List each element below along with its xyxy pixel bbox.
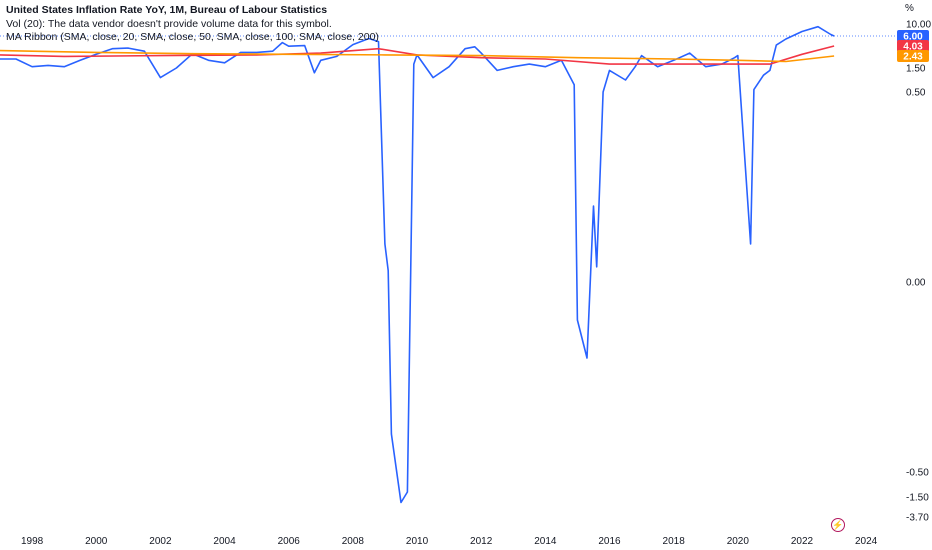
chart-title: United States Inflation Rate YoY, 1M, Bu…	[6, 4, 328, 16]
x-tick-label: 2018	[663, 536, 686, 547]
x-tick-label: 2008	[342, 536, 365, 547]
x-tick-label: 2022	[791, 536, 814, 547]
series-line-1	[0, 45, 835, 65]
y-tick-label: 10.00	[906, 20, 931, 31]
y-axis-unit: %	[905, 3, 914, 14]
price-badge-label: 4.03	[903, 42, 923, 53]
series-line-0	[0, 25, 835, 504]
x-tick-label: 2016	[598, 536, 621, 547]
y-tick-label: -3.70	[906, 513, 929, 524]
x-tick-label: 2000	[85, 536, 108, 547]
price-badge	[897, 30, 929, 42]
price-badge	[897, 40, 929, 52]
volume-legend: Vol (20): The data vendor doesn't provid…	[6, 17, 332, 30]
tradingview-logo-icon[interactable]: ⚡	[831, 518, 845, 532]
y-axis: 10.00 1.50 0.50 0.00 -0.50 -1.50 -3.70	[906, 20, 931, 524]
price-badge-label: 2.43	[903, 52, 923, 63]
price-badge	[897, 50, 929, 62]
series-layer	[0, 25, 835, 504]
x-axis: 1998 2000 2002 2004 2006 2008 2010 2012 2014 2016…	[21, 536, 878, 547]
x-tick-label: 2010	[406, 536, 429, 547]
x-tick-label: 2024	[855, 536, 878, 547]
x-tick-label: 2006	[278, 536, 301, 547]
y-tick-label: -0.50	[906, 468, 929, 479]
x-tick-label: 2014	[534, 536, 557, 547]
y-tick-label: 0.00	[906, 278, 926, 289]
y-tick-label: 0.50	[906, 88, 926, 99]
price-badge-label: 6.00	[903, 32, 923, 43]
series-line-2	[0, 49, 835, 63]
x-tick-label: 2020	[727, 536, 750, 547]
price-badges: 6.004.032.43	[897, 30, 929, 63]
x-tick-label: 2012	[470, 536, 493, 547]
x-tick-label: 2004	[213, 536, 236, 547]
chart-legend: United States Inflation Rate YoY, 1M, Bu…	[6, 4, 379, 45]
y-tick-label: -1.50	[906, 493, 929, 504]
y-tick-label: 1.50	[906, 64, 926, 75]
ma-ribbon-legend: MA Ribbon (SMA, close, 20, SMA, close, 5…	[6, 31, 379, 43]
x-tick-label: 2002	[149, 536, 172, 547]
x-tick-label: 1998	[21, 536, 44, 547]
